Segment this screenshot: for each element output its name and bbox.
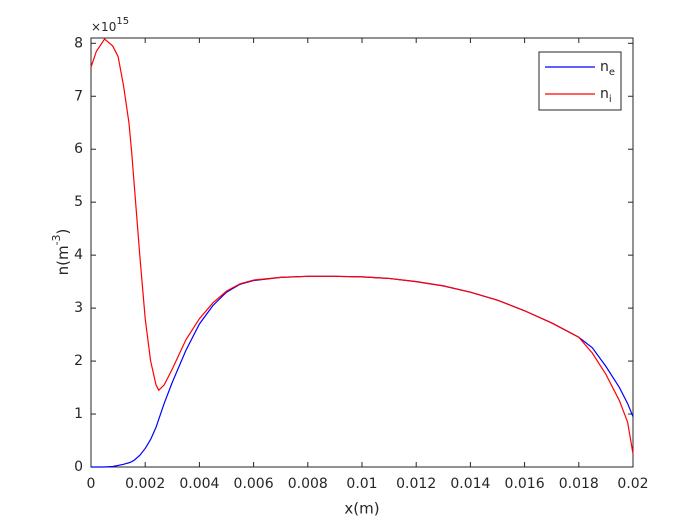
- x-tick-label: 0.01: [346, 476, 377, 492]
- exponent-power: 15: [116, 16, 129, 27]
- x-tick-label: 0.004: [179, 476, 219, 492]
- x-tick-label: 0.008: [288, 476, 328, 492]
- x-tick-label: 0: [87, 476, 96, 492]
- y-label-suffix: ): [54, 229, 72, 235]
- x-tick-label: 0.002: [125, 476, 165, 492]
- y-tick-label: 6: [74, 141, 83, 157]
- y-tick-label: 3: [74, 300, 83, 316]
- y-label-text: n(m: [54, 245, 72, 275]
- y-axis-label: n(m-3): [50, 229, 72, 276]
- legend-name: n: [600, 59, 609, 75]
- y-tick-label: 4: [74, 247, 83, 263]
- y-tick-label: 2: [74, 353, 83, 369]
- y-tick-label: 0: [74, 459, 83, 475]
- legend-label: ni: [600, 86, 612, 105]
- x-tick-label: 0.016: [505, 476, 545, 492]
- x-tick-label: 0.014: [450, 476, 490, 492]
- y-tick-label: 1: [74, 406, 83, 422]
- x-axis-label: x(m): [344, 500, 379, 518]
- x-tick-label: 0.02: [617, 476, 648, 492]
- x-tick-label: 0.012: [396, 476, 436, 492]
- legend-subscript: e: [609, 67, 615, 78]
- legend-subscript: i: [609, 94, 612, 105]
- exponent-base: ×10: [91, 20, 116, 34]
- y-tick-label: 7: [74, 88, 83, 104]
- y-tick-label: 8: [74, 35, 83, 51]
- x-tick-label: 0.006: [234, 476, 274, 492]
- x-tick-label: 0.018: [559, 476, 599, 492]
- legend-name: n: [600, 86, 609, 102]
- y-exponent: ×1015: [91, 16, 129, 34]
- y-tick-label: 5: [74, 194, 83, 210]
- legend-box: [538, 51, 622, 111]
- legend-label: ne: [600, 59, 615, 78]
- data-line: [90, 38, 634, 454]
- y-label-sup: -3: [50, 234, 63, 245]
